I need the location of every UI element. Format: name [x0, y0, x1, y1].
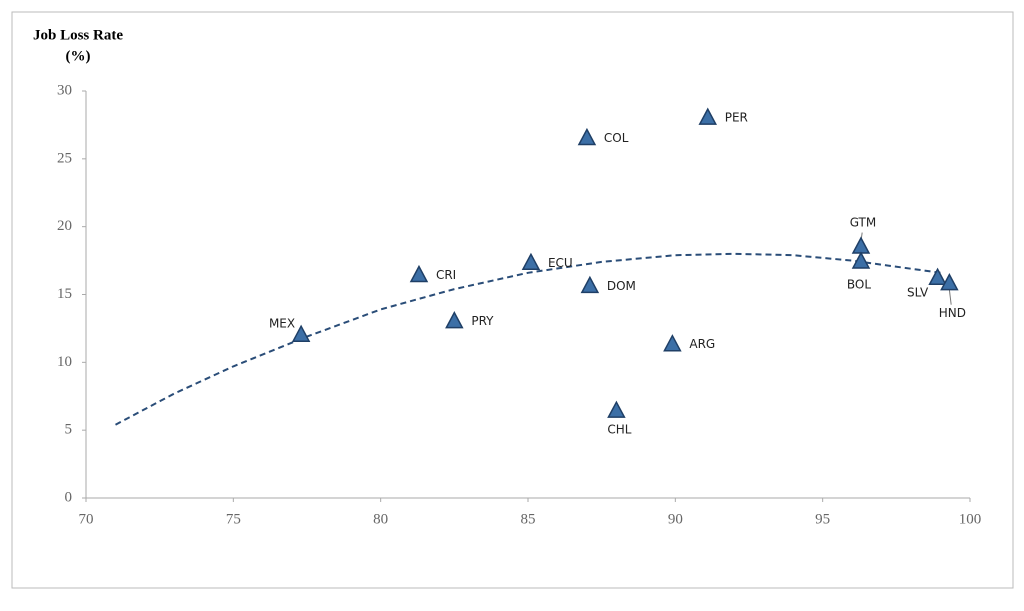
x-tick-label: 100	[959, 511, 982, 527]
y-axis-unit: (%)	[66, 48, 91, 64]
point	[521, 252, 541, 271]
y-tick-label: 25	[57, 150, 72, 166]
point-label: BOL	[847, 277, 871, 291]
point-label: GTM	[850, 216, 877, 230]
point-label: CRI	[436, 268, 456, 282]
point-label: PER	[725, 111, 748, 125]
point	[577, 127, 597, 146]
point	[580, 275, 600, 294]
y-tick-label: 15	[57, 286, 72, 302]
y-tick-label: 0	[65, 489, 73, 505]
point	[663, 334, 682, 352]
point	[445, 311, 464, 329]
point	[698, 107, 717, 125]
point	[409, 264, 429, 283]
x-tick-label: 95	[815, 511, 830, 527]
x-tick-label: 90	[668, 511, 683, 527]
point-label: CHL	[607, 423, 631, 437]
y-tick-label: 30	[57, 82, 72, 98]
x-tick-label: 70	[79, 511, 94, 527]
y-axis-title: Job Loss Rate	[33, 27, 123, 43]
point-label: HND	[939, 306, 966, 320]
point-label: ECU	[548, 256, 573, 270]
y-tick-label: 5	[65, 422, 73, 438]
point	[940, 273, 959, 291]
point	[928, 267, 947, 285]
y-tick-label: 10	[57, 354, 72, 370]
point	[291, 324, 311, 342]
trend-line	[115, 252, 941, 426]
frame	[11, 11, 1014, 589]
y-tick-label: 20	[57, 218, 72, 234]
point-label: MEX	[269, 317, 295, 331]
point-label: COL	[604, 131, 629, 145]
x-tick-label: 85	[521, 511, 536, 527]
point-label: PRY	[471, 314, 494, 328]
point-label: ARG	[689, 337, 715, 351]
x-tick-label: 80	[373, 511, 388, 527]
x-tick-label: 75	[226, 511, 241, 527]
leader-line	[948, 289, 952, 305]
point	[851, 251, 871, 269]
point-label: DOM	[607, 279, 636, 293]
point-label: SLV	[907, 286, 929, 300]
point	[607, 400, 626, 418]
point	[851, 236, 871, 254]
